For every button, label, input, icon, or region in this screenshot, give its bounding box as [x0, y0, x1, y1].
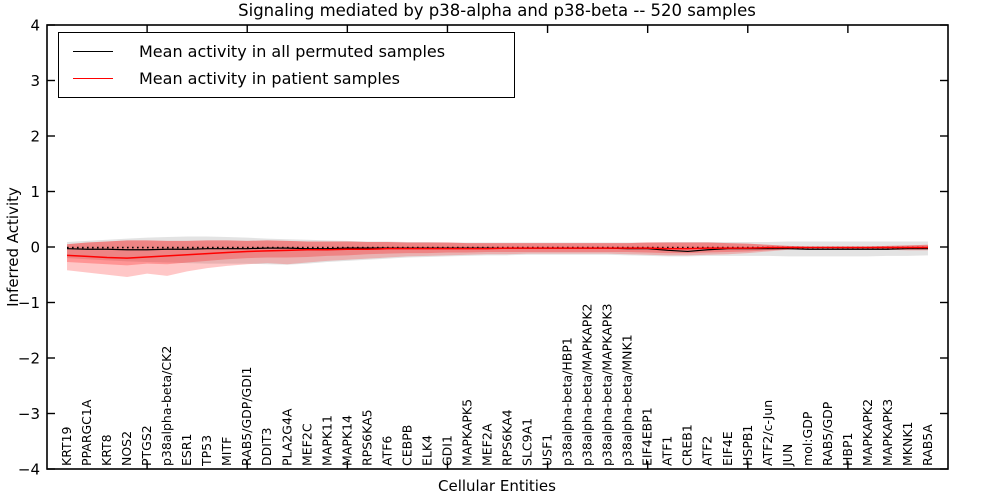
x-tick-label: p38alpha-beta/CK2 [159, 346, 174, 466]
x-tick-label: MKNK1 [900, 422, 915, 466]
x-tick-label: RAB5A [920, 424, 935, 466]
x-tick-label: ATF2 [700, 436, 715, 466]
legend-line-sample-red [73, 78, 113, 80]
x-tick-label: KRT8 [99, 434, 114, 466]
legend-entry-permuted: Mean activity in all permuted samples [73, 42, 514, 61]
x-tick-label: PTGS2 [139, 425, 154, 466]
y-axis-label: Inferred Activity [4, 187, 22, 307]
x-tick-label: MAPK11 [319, 415, 334, 466]
x-tick-label: MAPKAPK5 [459, 399, 474, 466]
permuted-samples-spread-band [67, 236, 928, 265]
x-axis-label: Cellular Entities [438, 477, 556, 495]
x-tick-label: p38alpha-beta/HBP1 [560, 337, 575, 466]
legend-entry-patient: Mean activity in patient samples [73, 69, 514, 88]
x-tick-label: mol:GDP [800, 411, 815, 466]
y-tick-label: 0 [30, 239, 40, 257]
y-tick-label: 4 [30, 17, 40, 35]
x-tick-label: DDIT3 [259, 427, 274, 466]
x-tick-label: ESR1 [179, 434, 194, 466]
x-tick-label: RPS6KA4 [500, 409, 515, 466]
x-tick-label: p38alpha-beta/MAPKAPK3 [600, 304, 615, 467]
x-tick-label: CEBPB [399, 425, 414, 466]
x-tick-label: p38alpha-beta/MNK1 [620, 334, 635, 466]
chart-title: Signaling mediated by p38-alpha and p38-… [238, 1, 756, 20]
x-tick-label: CREB1 [680, 424, 695, 466]
y-tick-label: −1 [18, 294, 40, 312]
x-tick-label: GDI1 [439, 435, 454, 466]
y-tick-label: 2 [30, 128, 40, 146]
x-tick-label: MEF2A [479, 423, 494, 466]
y-tick-label: −4 [18, 461, 40, 479]
y-tick-label: 3 [30, 72, 40, 90]
x-tick-label: RAB5/GDP [820, 401, 835, 466]
y-tick-label: −2 [18, 350, 40, 368]
x-tick-label: MAPKAPK3 [880, 399, 895, 466]
x-tick-label: EIF4E [720, 431, 735, 466]
x-tick-label: RPS6KA5 [359, 409, 374, 466]
x-tick-label: MITF [219, 437, 234, 466]
x-tick-label: EIF4EBP1 [640, 407, 655, 466]
x-tick-label: ATF2/c-Jun [760, 400, 775, 466]
x-tick-label: USF1 [540, 434, 555, 466]
x-tick-label: JUN [780, 444, 795, 467]
x-tick-label: MAPK14 [339, 415, 354, 466]
x-tick-label: TP53 [199, 435, 214, 467]
x-tick-label: ATF1 [660, 436, 675, 466]
x-tick-label: p38alpha-beta/MAPKAPK2 [580, 304, 595, 467]
x-tick-label: HSPB1 [740, 425, 755, 466]
legend: Mean activity in all permuted samples Me… [58, 32, 515, 98]
legend-label: Mean activity in patient samples [139, 69, 400, 89]
patient-samples-spread-inner-band [67, 240, 928, 266]
x-tick-label: RAB5/GDP/GDI1 [239, 367, 254, 466]
x-tick-label: HBP1 [840, 433, 855, 466]
patient-mean-line [66, 246, 928, 259]
x-tick-label: MEF2C [299, 423, 314, 466]
x-tick-label: PPARGC1A [79, 399, 94, 466]
x-tick-label: PLA2G4A [279, 408, 294, 466]
x-tick-label: ELK4 [419, 435, 434, 466]
x-tick-label: NOS2 [119, 431, 134, 466]
x-tick-label: ATF6 [379, 436, 394, 466]
x-tick-label: SLC9A1 [520, 418, 535, 466]
y-tick-label: −3 [18, 405, 40, 423]
legend-label: Mean activity in all permuted samples [139, 41, 446, 61]
x-tick-label: KRT19 [59, 426, 74, 466]
x-tick-label: MAPKAPK2 [860, 399, 875, 466]
y-tick-label: 1 [30, 183, 40, 201]
legend-line-sample-black [73, 50, 113, 52]
